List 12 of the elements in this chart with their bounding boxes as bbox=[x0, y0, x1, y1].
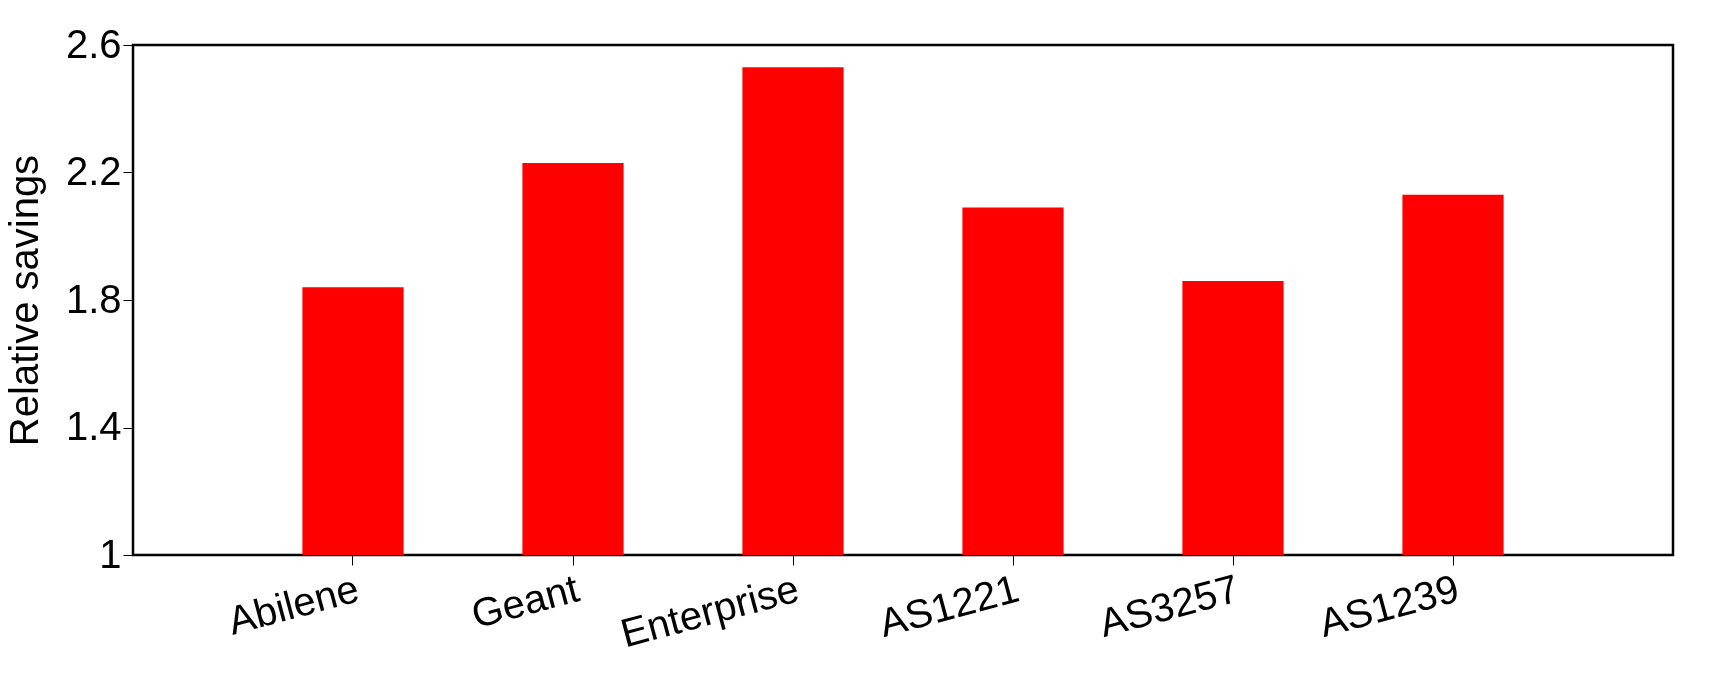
y-tick-label: 1.4 bbox=[65, 404, 122, 448]
x-tick-label: Geant bbox=[466, 565, 584, 637]
x-tick-label: AS1221 bbox=[874, 565, 1024, 645]
y-tick-label: 2.2 bbox=[65, 149, 122, 193]
x-tick-label: Enterprise bbox=[615, 565, 804, 656]
x-tick-label: AS3257 bbox=[1094, 565, 1244, 645]
y-axis-title: Relative savings bbox=[1, 154, 46, 447]
y-tick-label: 2.6 bbox=[65, 21, 122, 66]
x-tick-label: AS1239 bbox=[1314, 565, 1464, 645]
y-tick-label: 1 bbox=[99, 531, 122, 576]
y-tick-label: 1.8 bbox=[65, 276, 122, 321]
x-tick-label: Abilene bbox=[223, 565, 364, 643]
